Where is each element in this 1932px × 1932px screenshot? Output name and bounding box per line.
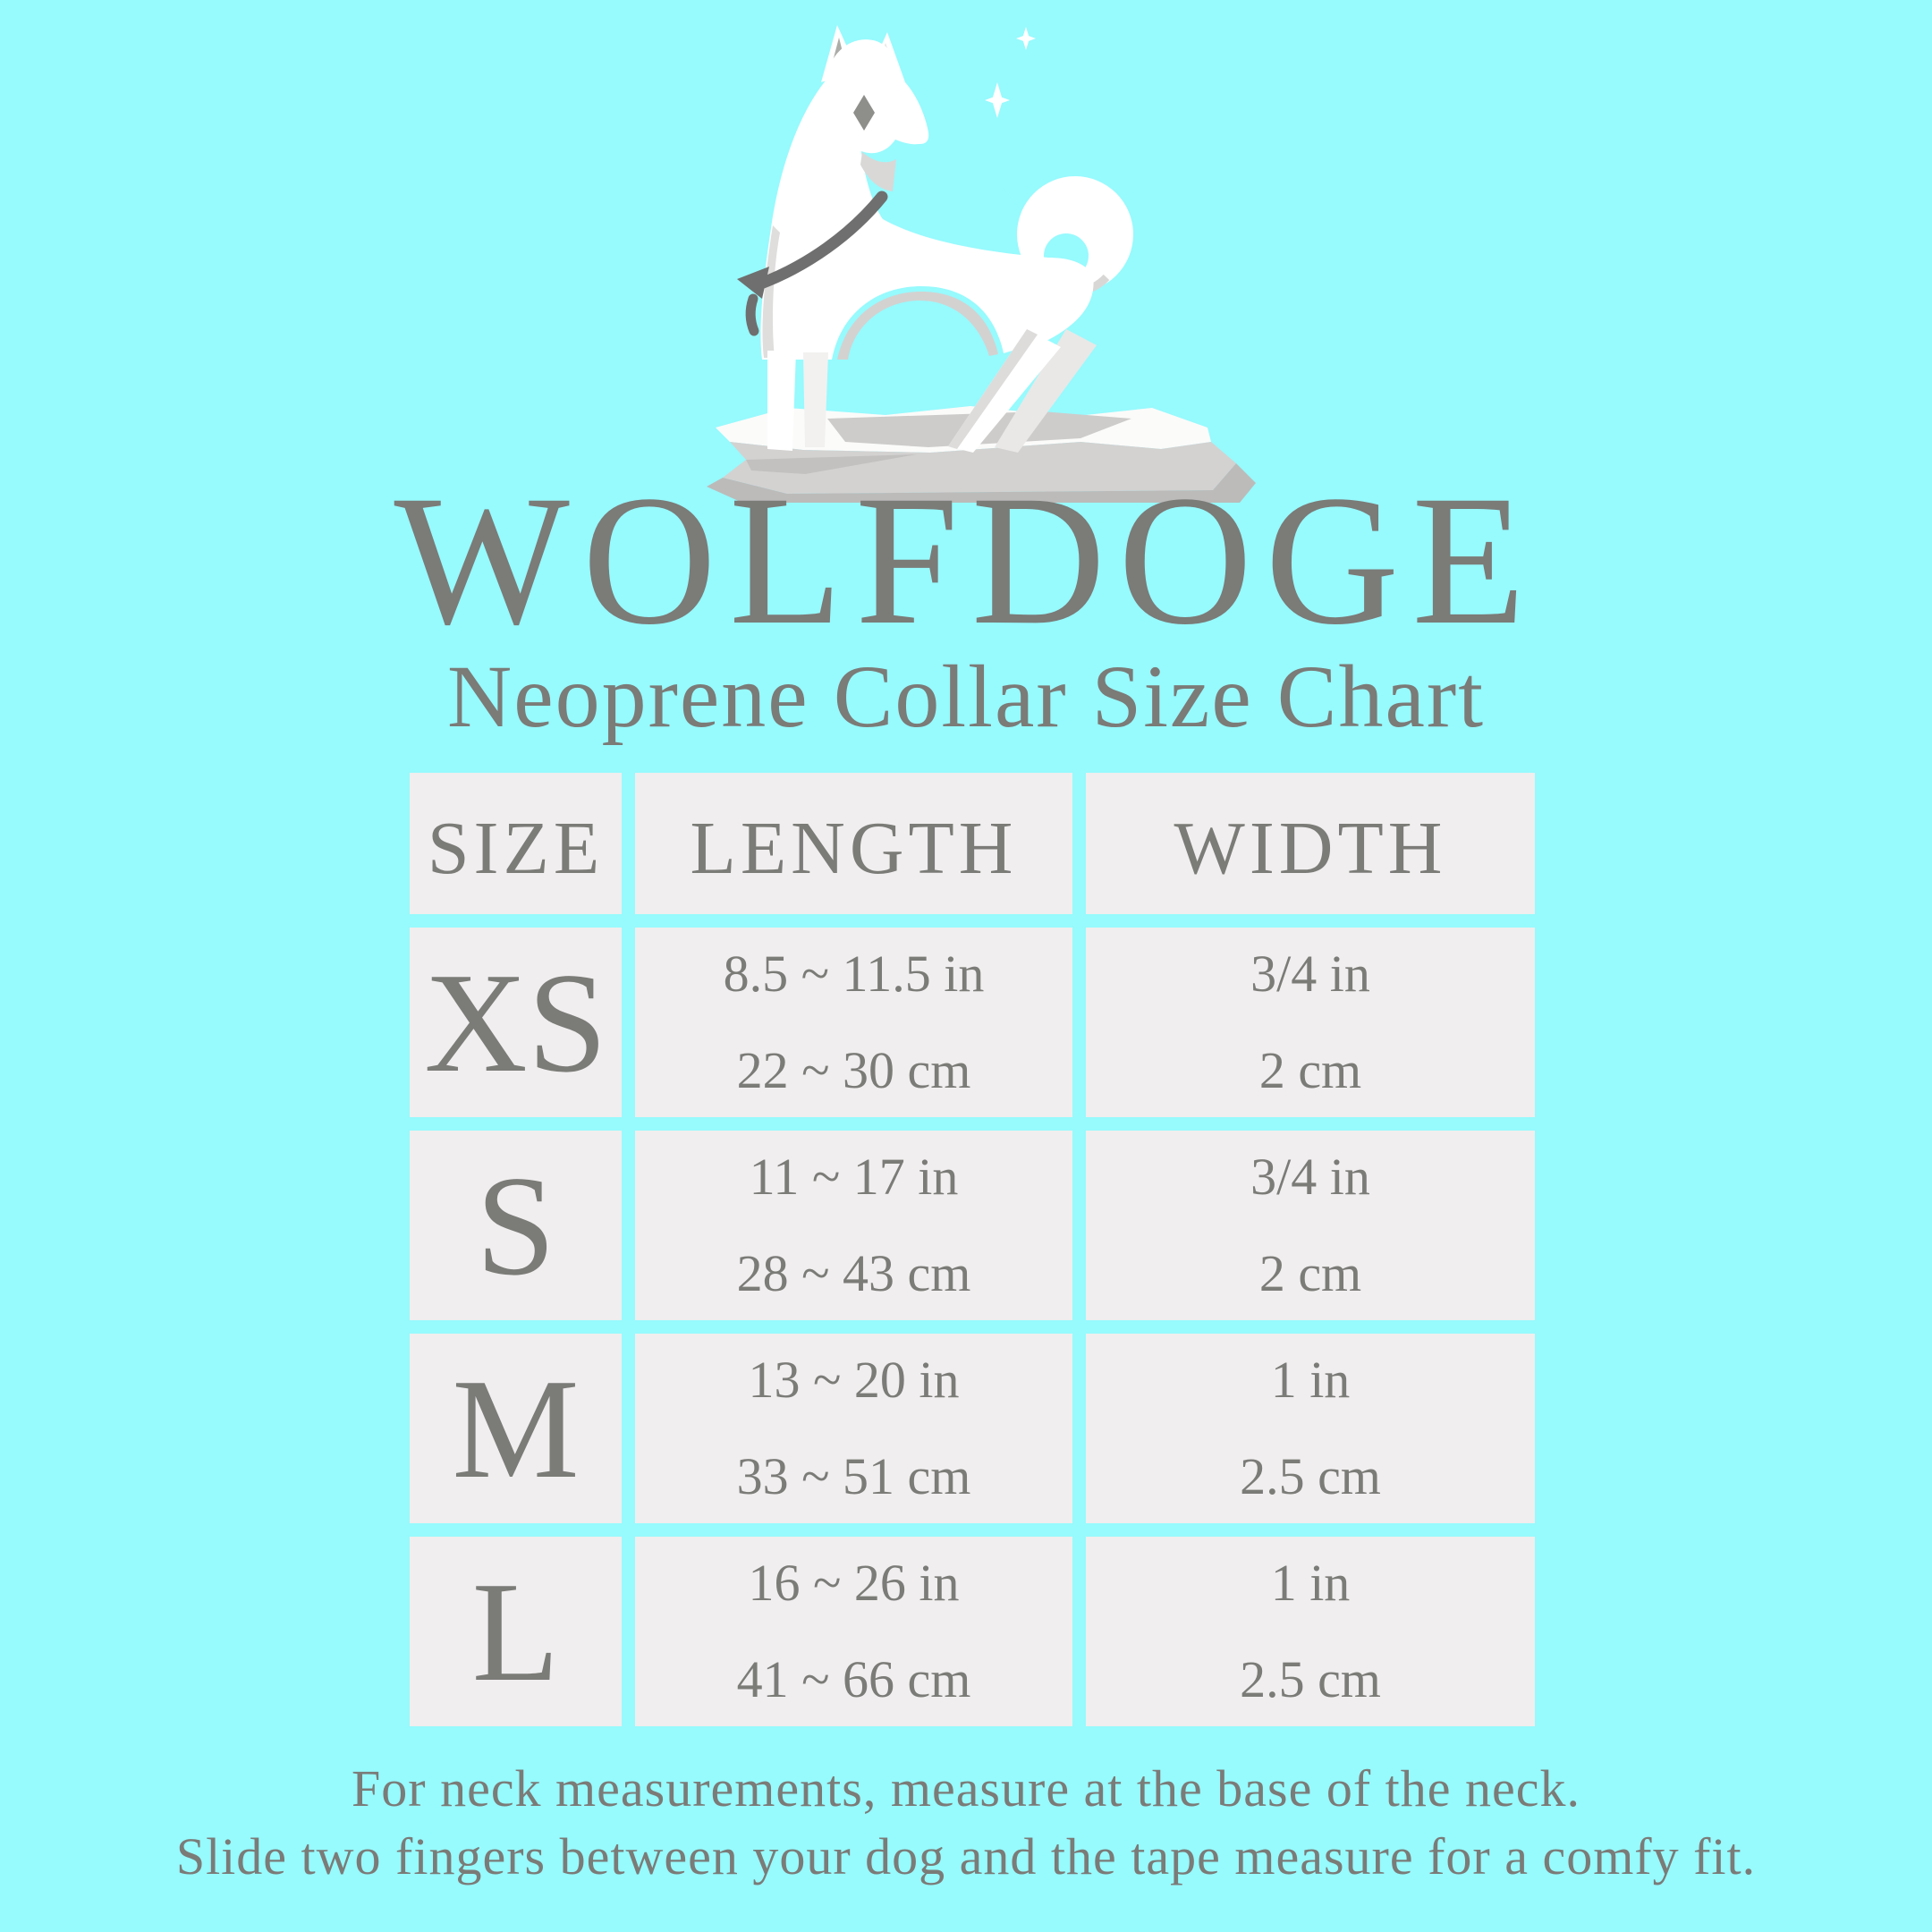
width-cell-m: 1 in 2.5 cm: [1086, 1334, 1535, 1523]
length-cm: 22 ~ 30 cm: [736, 1041, 971, 1099]
length-cell-s: 11 ~ 17 in 28 ~ 43 cm: [635, 1131, 1072, 1320]
length-cm: 33 ~ 51 cm: [736, 1447, 971, 1505]
length-cell-m: 13 ~ 20 in 33 ~ 51 cm: [635, 1334, 1072, 1523]
size-cell-s: S: [410, 1131, 622, 1320]
column-header-length: LENGTH: [635, 773, 1072, 914]
length-inches: 13 ~ 20 in: [748, 1351, 960, 1409]
length-cell-xs: 8.5 ~ 11.5 in 22 ~ 30 cm: [635, 928, 1072, 1117]
dog-on-rock-icon: [707, 25, 1256, 503]
diamond-eye-icon: [853, 95, 875, 131]
width-cm: 2.5 cm: [1240, 1447, 1381, 1505]
column-header-width: WIDTH: [1086, 773, 1535, 914]
width-inches: 3/4 in: [1250, 945, 1370, 1003]
length-cm: 28 ~ 43 cm: [736, 1244, 971, 1302]
width-inches: 1 in: [1270, 1554, 1351, 1612]
size-chart-table: SIZE LENGTH WIDTH XS 8.5 ~ 11.5 in 22 ~ …: [410, 773, 1535, 1726]
length-inches: 8.5 ~ 11.5 in: [723, 945, 985, 1003]
rock: [707, 406, 1256, 503]
width-inches: 3/4 in: [1250, 1148, 1370, 1206]
width-cm: 2 cm: [1258, 1041, 1362, 1099]
width-cell-s: 3/4 in 2 cm: [1086, 1131, 1535, 1320]
instruction-line-1: For neck measurements, measure at the ba…: [352, 1759, 1580, 1818]
dog-silhouette: [760, 25, 1133, 453]
measuring-instructions: For neck measurements, measure at the ba…: [0, 1755, 1932, 1891]
width-cm: 2 cm: [1258, 1244, 1362, 1302]
brand-title: WOLFDOGE: [394, 457, 1538, 663]
sparkle-icon: [985, 27, 1036, 118]
width-cell-xs: 3/4 in 2 cm: [1086, 928, 1535, 1117]
column-header-size: SIZE: [410, 773, 622, 914]
size-cell-l: L: [410, 1537, 622, 1726]
width-cm: 2.5 cm: [1240, 1650, 1381, 1708]
length-inches: 16 ~ 26 in: [748, 1554, 960, 1612]
instruction-line-2: Slide two fingers between your dog and t…: [175, 1827, 1757, 1885]
length-cell-l: 16 ~ 26 in 41 ~ 66 cm: [635, 1537, 1072, 1726]
width-inches: 1 in: [1270, 1351, 1351, 1409]
size-cell-m: M: [410, 1334, 622, 1523]
measuring-collar-arrow-icon: [737, 191, 888, 336]
size-cell-xs: XS: [410, 928, 622, 1117]
page-title: Neoprene Collar Size Chart: [447, 647, 1485, 746]
length-cm: 41 ~ 66 cm: [736, 1650, 971, 1708]
length-inches: 11 ~ 17 in: [749, 1148, 959, 1206]
width-cell-l: 1 in 2.5 cm: [1086, 1537, 1535, 1726]
